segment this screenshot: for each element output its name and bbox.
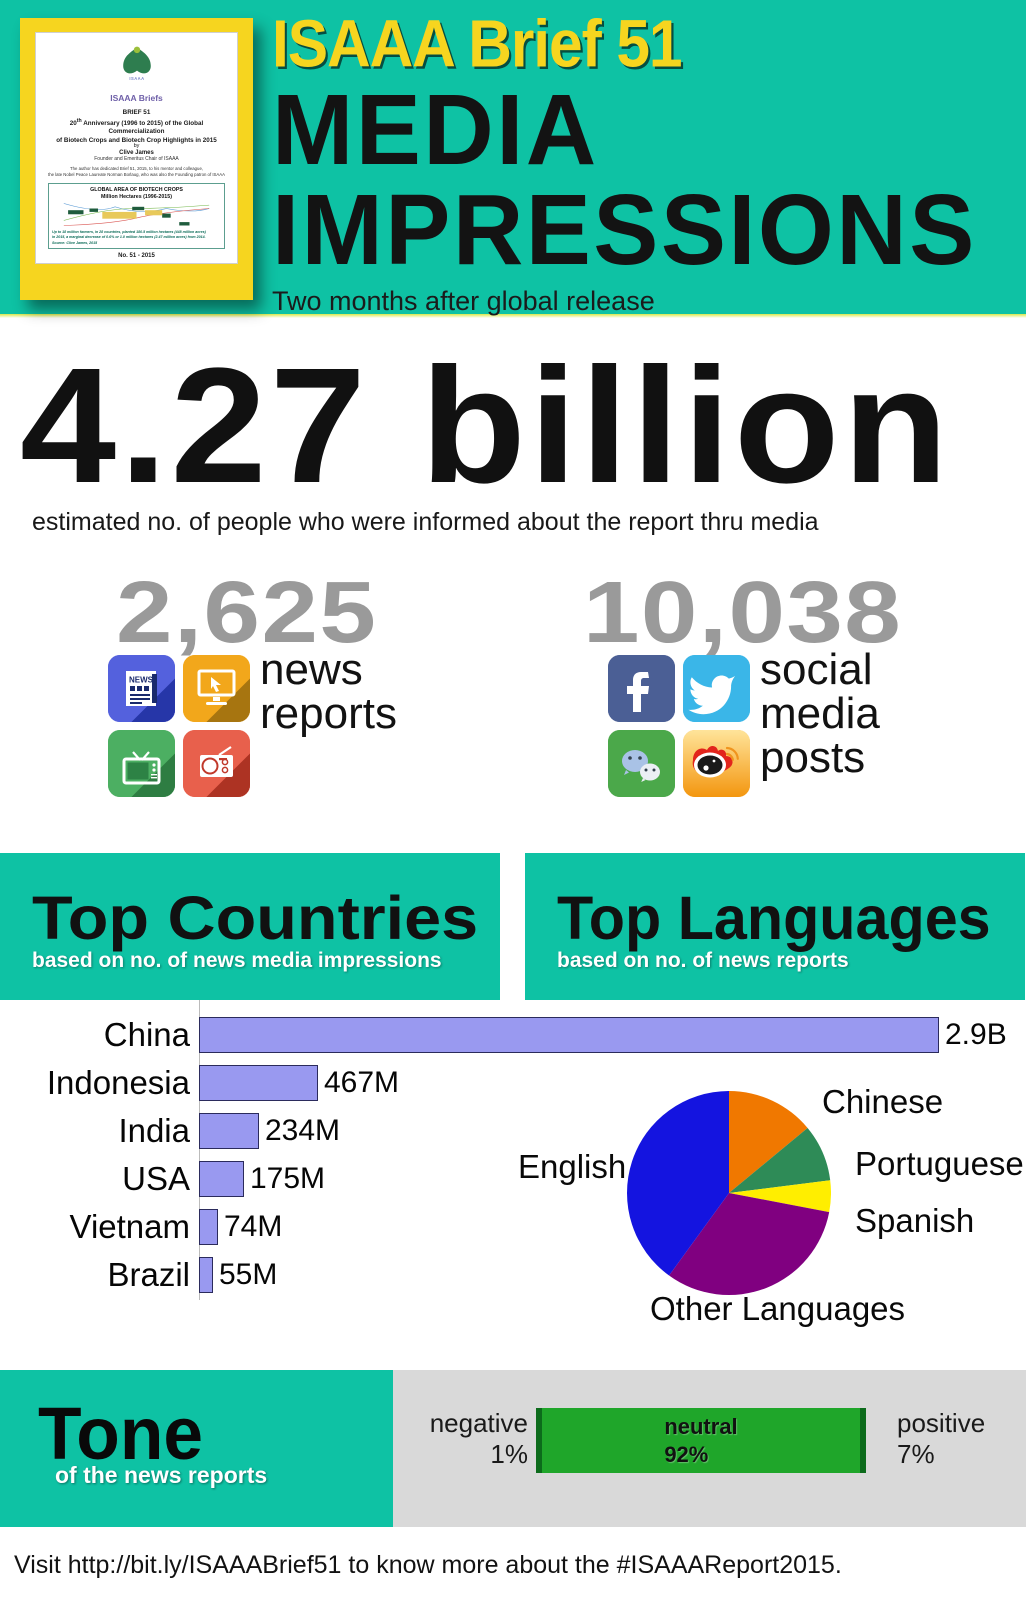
svg-text:NEWS: NEWS [129, 676, 154, 685]
svg-text:ISAAA: ISAAA [129, 76, 144, 81]
